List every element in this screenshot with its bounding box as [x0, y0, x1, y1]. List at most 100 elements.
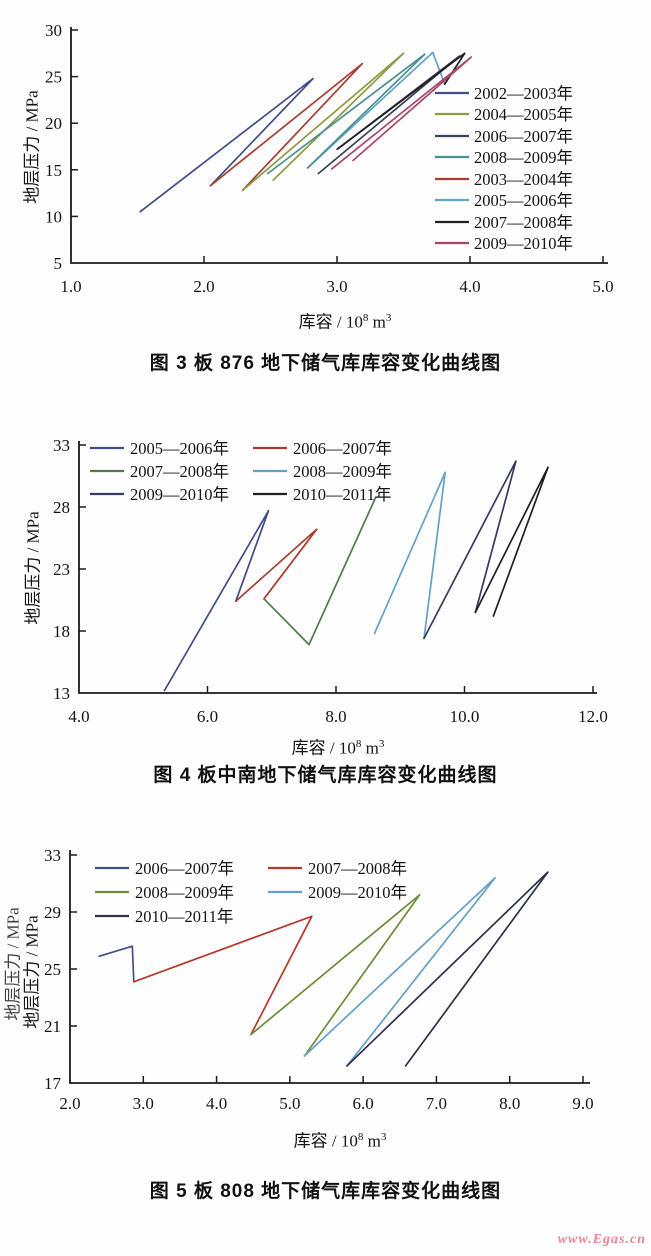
chart3-y-axis-title: 地层压力 / MPa — [22, 915, 42, 1029]
x-tick-label: 4.0 — [459, 277, 480, 296]
series-2009—2010年 — [423, 460, 517, 640]
y-tick-label: 29 — [44, 903, 61, 922]
y-tick-label: 33 — [53, 436, 70, 455]
legend-label: 2007—2008年 — [474, 213, 573, 232]
x-tick-label: 1.0 — [60, 277, 81, 296]
legend-label: 2008—2009年 — [293, 462, 392, 481]
chart1-caption: 图 3 板 876 地下储气库库容变化曲线图 — [149, 353, 502, 374]
y-tick-label: 25 — [45, 68, 62, 87]
chart-1-axes — [70, 27, 608, 264]
legend-label: 2002—2003年 — [474, 84, 573, 103]
series-2006—2007年 — [98, 945, 135, 983]
series-2008—2009年 — [250, 894, 421, 1057]
x-tick-label: 2.0 — [193, 277, 214, 296]
legend-label: 2006—2007年 — [293, 439, 392, 458]
legend-label: 2009—2010年 — [308, 883, 407, 902]
chart3-x-title-sup8: 8 — [357, 1130, 364, 1143]
series-2003—2004年 — [209, 62, 364, 192]
series-2007—2008年 — [263, 496, 377, 646]
chart2-x-title-text: 库容 / 10 — [291, 738, 356, 758]
chart2-x-axis-title: 库容 / 108 m3 — [292, 734, 385, 759]
series-2008—2009年 — [266, 53, 426, 175]
y-tick-label: 15 — [45, 161, 62, 180]
series-2005—2006年 — [306, 51, 446, 169]
y-tick-label: 28 — [53, 498, 70, 517]
x-tick-label: 7.0 — [426, 1094, 447, 1113]
chart3-x-title-unit: m — [363, 1131, 381, 1151]
chart2-x-title-sup3: 3 — [378, 737, 385, 750]
series-2007—2008年 — [132, 915, 313, 1036]
legend-label: 2009—2010年 — [130, 485, 229, 504]
legend-label: 2007—2008年 — [130, 462, 229, 481]
chart2-x-title-sup8: 8 — [355, 737, 362, 750]
legend-label: 2006—2007年 — [474, 127, 573, 146]
chart1-x-title-sup3: 3 — [385, 311, 392, 324]
x-tick-label: 8.0 — [325, 707, 346, 726]
x-tick-label: 5.0 — [279, 1094, 300, 1113]
x-tick-label: 10.0 — [450, 707, 480, 726]
series-2005—2006年 — [163, 509, 270, 692]
chart3-caption: 图 5 板 808 地下储气库库容变化曲线图 — [149, 1181, 502, 1202]
x-tick-label: 12.0 — [578, 707, 608, 726]
series-2002—2003年 — [139, 77, 314, 213]
legend-label: 2010—2011年 — [135, 907, 233, 926]
chart3-x-axis-title: 库容 / 108 m3 — [294, 1127, 387, 1152]
x-tick-label: 6.0 — [197, 707, 218, 726]
legend-label: 2010—2011年 — [293, 485, 391, 504]
y-tick-label: 25 — [44, 960, 61, 979]
series-2006—2007年 — [234, 528, 318, 603]
x-tick-label: 4.0 — [68, 707, 89, 726]
x-tick-label: 3.0 — [133, 1094, 154, 1113]
legend-label: 2004—2005年 — [474, 105, 573, 124]
chart2-x-title-unit: m — [361, 738, 379, 758]
chart3-x-title-text: 库容 / 10 — [293, 1131, 358, 1151]
y-tick-label: 5 — [54, 254, 63, 273]
x-tick-label: 2.0 — [59, 1094, 80, 1113]
series-2008—2009年 — [373, 471, 447, 640]
chart2-y-axis-title: 地层压力 / MPa — [23, 511, 43, 625]
x-tick-label: 4.0 — [206, 1094, 227, 1113]
y-tick-label: 20 — [45, 114, 62, 133]
chart1-y-axis-title: 地层压力 / MPa — [22, 90, 42, 204]
y-tick-label: 13 — [53, 684, 70, 703]
legend-label: 2008—2009年 — [474, 148, 573, 167]
y-tick-label: 17 — [44, 1074, 62, 1093]
chart-3-axes — [69, 850, 590, 1084]
y-tick-label: 23 — [53, 560, 70, 579]
chart1-x-title-sup8: 8 — [362, 311, 369, 324]
legend-label: 2005—2006年 — [130, 439, 229, 458]
chart-2: 4.0 6.0 8.0 10.0 12.0 13 18 23 28 33 2005—2006年 200… — [53, 436, 608, 726]
legend-label: 2009—2010年 — [474, 234, 573, 253]
chart1-x-title-unit: m — [368, 312, 386, 332]
chart-3: 2.0 3.0 4.0 5.0 6.0 7.0 8.0 9.0 17 21 25 29 33 2006—2… — [44, 846, 594, 1113]
legend-label: 2003—2004年 — [474, 170, 573, 189]
x-tick-label: 6.0 — [353, 1094, 374, 1113]
legend-label: 2007—2008年 — [308, 859, 407, 878]
series-2009—2010年 — [303, 876, 496, 1067]
legend-label: 2008—2009年 — [135, 883, 234, 902]
chart3-x-title-sup3: 3 — [380, 1130, 387, 1143]
series-2004—2005年 — [241, 52, 405, 192]
chart-1: 1.0 2.0 3.0 4.0 5.0 5 10 15 20 25 30 2002—2003年 2004… — [45, 21, 614, 296]
series-2010—2011年 — [346, 871, 549, 1067]
x-tick-label: 5.0 — [592, 277, 613, 296]
chart-2-axes — [78, 441, 597, 694]
y-tick-label: 30 — [45, 21, 62, 40]
chart2-caption: 图 4 板中南地下储气库库容变化曲线图 — [153, 765, 498, 786]
legend-label: 2005—2006年 — [474, 191, 573, 210]
site-watermark: www.Egas.cn — [557, 1232, 646, 1247]
chart1-x-axis-title: 库容 / 108 m3 — [299, 308, 392, 333]
y-tick-label: 33 — [44, 846, 61, 865]
y-tick-label: 21 — [44, 1017, 61, 1036]
y-tick-label: 18 — [53, 622, 70, 641]
x-tick-label: 9.0 — [572, 1094, 593, 1113]
x-tick-label: 3.0 — [326, 277, 347, 296]
x-tick-label: 8.0 — [499, 1094, 520, 1113]
series-2009—2010年 — [330, 56, 473, 170]
legend-label: 2006—2007年 — [135, 859, 234, 878]
y-tick-label: 10 — [45, 207, 62, 226]
series-2010—2011年 — [474, 466, 549, 617]
chart1-x-title-text: 库容 / 10 — [298, 312, 363, 332]
